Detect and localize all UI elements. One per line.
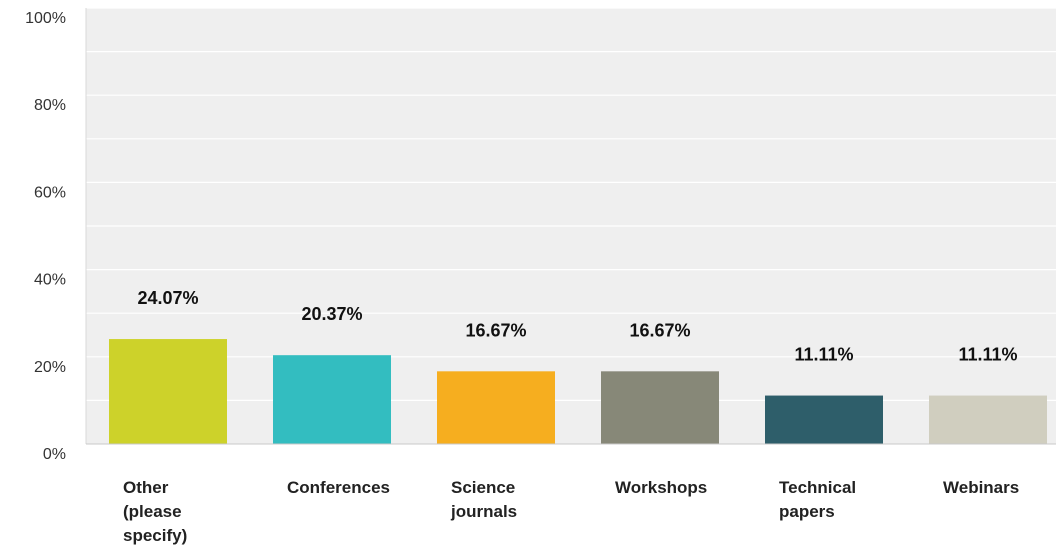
bar bbox=[765, 395, 883, 444]
x-category-label: Workshops bbox=[615, 478, 707, 497]
bars bbox=[109, 339, 1047, 444]
bar bbox=[109, 339, 227, 444]
x-category-label: Science journals bbox=[450, 478, 517, 521]
x-category-label: Other (please specify) bbox=[123, 478, 187, 545]
y-tick-label: 60% bbox=[34, 184, 66, 201]
data-label: 24.07% bbox=[137, 288, 198, 308]
bar bbox=[273, 355, 391, 444]
y-tick-label: 100% bbox=[25, 10, 66, 27]
x-category-label: Conferences bbox=[287, 478, 390, 497]
x-category-label: Webinars bbox=[943, 478, 1019, 497]
bar bbox=[601, 371, 719, 444]
y-axis-tick-labels: 0% 20% 40% 60% 80% 100% bbox=[25, 10, 66, 463]
bar bbox=[929, 395, 1047, 444]
y-tick-label: 0% bbox=[43, 446, 66, 463]
data-label: 11.11% bbox=[958, 345, 1017, 365]
x-axis-category-labels: Other (please specify) Conferences Science jo… bbox=[123, 478, 1019, 545]
data-label: 16.67% bbox=[629, 320, 690, 340]
x-category-label: Technical papers bbox=[779, 478, 856, 521]
data-labels: 24.07% 20.37% 16.67% 16.67% 11.11% 11.11% bbox=[137, 288, 1017, 365]
data-label: 16.67% bbox=[465, 320, 526, 340]
y-tick-label: 80% bbox=[34, 97, 66, 114]
bar bbox=[437, 371, 555, 444]
data-label: 11.11% bbox=[794, 345, 853, 365]
data-label: 20.37% bbox=[301, 304, 362, 324]
y-tick-label: 40% bbox=[34, 272, 66, 289]
gridlines bbox=[85, 7, 1056, 444]
y-tick-label: 20% bbox=[34, 359, 66, 376]
